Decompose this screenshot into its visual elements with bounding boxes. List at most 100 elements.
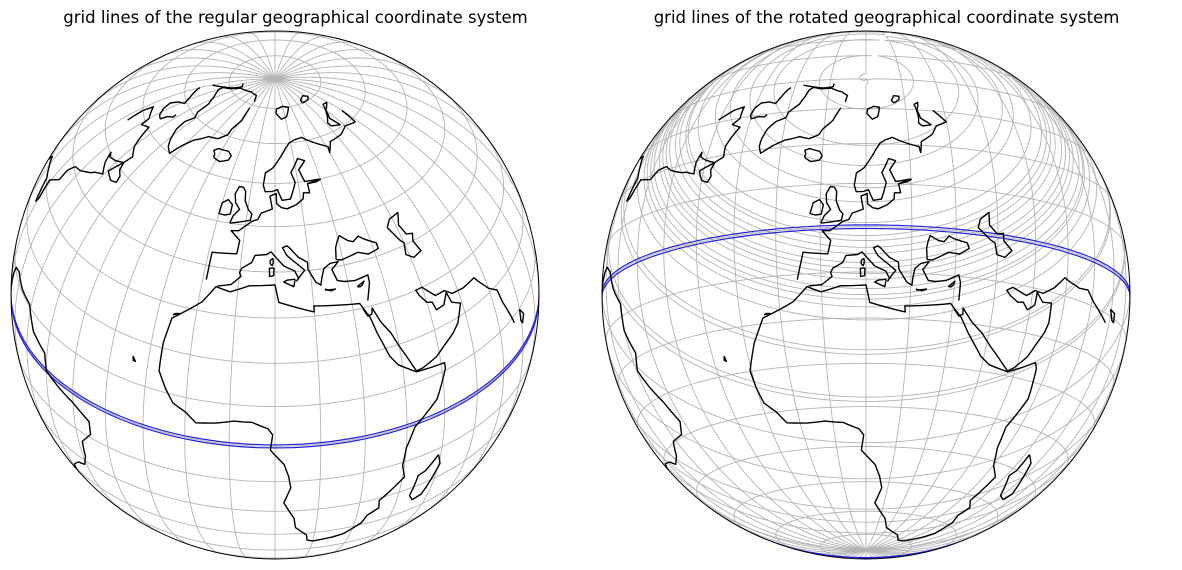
meridian-line: [274, 49, 389, 80]
coast-africa: [749, 284, 1038, 542]
meridian-line: [653, 102, 1080, 552]
meridian-line: [274, 78, 505, 480]
meridian-line: [617, 81, 867, 551]
globe-regular: [10, 30, 540, 560]
coast-sardinia: [859, 267, 866, 278]
coast-britain: [229, 185, 253, 224]
coast-corsica: [860, 257, 865, 267]
coast-sri-lanka: [1109, 308, 1116, 324]
meridian-line: [636, 54, 867, 551]
meridian-line: [274, 78, 366, 554]
meridian-line: [605, 149, 867, 551]
coast-red-sea-arabia: [953, 277, 1107, 372]
coast-caspian: [977, 211, 1013, 259]
parallel-line: [142, 31, 408, 184]
parallel-line: [618, 143, 1114, 534]
meridian-line: [26, 78, 276, 437]
coast-ireland: [809, 198, 825, 216]
coast-novaya-zemlya: [322, 101, 341, 127]
coast-madagascar: [999, 454, 1032, 501]
parallel-line: [228, 55, 322, 109]
coast-south-america: [602, 266, 683, 471]
meridian-line: [602, 303, 866, 551]
parallel-line: [184, 39, 366, 145]
parallel-line: [72, 90, 478, 273]
parallel-line: [607, 78, 1126, 480]
coast-north-america: [35, 151, 125, 202]
meridian-line: [89, 65, 276, 107]
coast-corsica: [269, 257, 274, 267]
meridian-line: [274, 78, 446, 532]
parallel-line: [646, 59, 1085, 300]
map-panel-regular: grid lines of the regular geographical c…: [10, 8, 540, 560]
meridian-line: [819, 31, 867, 551]
meridian-line: [193, 41, 276, 80]
parallel-line: [14, 241, 536, 408]
meridian-line: [274, 72, 495, 148]
coast-europe: [796, 109, 947, 280]
meridian-line: [714, 31, 1014, 551]
coast-canaries: [763, 312, 772, 316]
coast-sri-lanka: [518, 308, 525, 324]
coast-south-america: [11, 266, 92, 471]
meridian-line: [274, 78, 539, 296]
globe-outline: [10, 30, 540, 560]
coast-labrador: [123, 106, 154, 164]
coast-britain: [820, 185, 844, 224]
coast-greenland: [167, 86, 258, 154]
coast-labrador: [714, 106, 745, 164]
globe-rotated: [601, 30, 1131, 560]
meridian-line: [55, 72, 276, 148]
coast-black-sea: [925, 234, 970, 261]
coast-baffin: [749, 87, 792, 120]
meridian-line: [775, 31, 867, 551]
coast-red-sea-arabia: [362, 277, 516, 372]
globe-outline: [601, 30, 1131, 560]
coast-sardinia: [268, 267, 275, 278]
coast-black-sea: [334, 234, 379, 261]
graticule: [602, 31, 1130, 559]
parallel-line: [602, 55, 1130, 444]
coast-crete: [915, 288, 928, 292]
meridian-line: [274, 78, 408, 546]
parallel-line: [45, 137, 505, 319]
coast-ellesmere: [803, 83, 835, 89]
parallel-line: [775, 510, 957, 552]
coast-europe: [205, 109, 356, 280]
parallel-line: [606, 39, 1126, 402]
parallel-line: [26, 186, 524, 364]
coast-ellesmere: [212, 83, 244, 89]
coast-novaya-zemlya: [913, 101, 932, 127]
meridian-line: [679, 42, 1069, 551]
parallel-line: [36, 407, 514, 512]
coast-mediterranean-north: [808, 245, 962, 301]
meridian-line: [184, 78, 276, 554]
meridian-line: [142, 78, 276, 546]
meridian-line: [274, 41, 357, 80]
meridian-line: [22, 76, 276, 218]
coast-iceland: [212, 147, 232, 163]
coast-iceland: [803, 147, 823, 163]
coast-greenland: [758, 86, 849, 154]
coast-franz-josef: [890, 95, 900, 104]
meridian-line: [274, 76, 528, 218]
coast-baffin: [158, 87, 201, 120]
meridian-line: [274, 65, 461, 107]
coast-canaries: [172, 312, 181, 316]
coast-sicily: [283, 278, 296, 288]
coast-cape-verde: [723, 355, 728, 363]
meridian-line: [274, 78, 536, 366]
parallel-line: [733, 481, 999, 532]
meridian-line: [639, 430, 1092, 559]
coast-svalbard: [275, 105, 290, 120]
coast-africa: [158, 284, 447, 542]
coast-ireland: [218, 198, 234, 216]
coastlines: [602, 83, 1116, 542]
graticule: [11, 31, 539, 559]
map-title-regular: grid lines of the regular geographical c…: [63, 8, 528, 27]
parallel-line: [17, 353, 533, 483]
meridian-line: [14, 78, 276, 366]
coast-sicily: [874, 278, 887, 288]
coast-caspian: [386, 211, 422, 259]
meridian-line: [104, 78, 276, 532]
